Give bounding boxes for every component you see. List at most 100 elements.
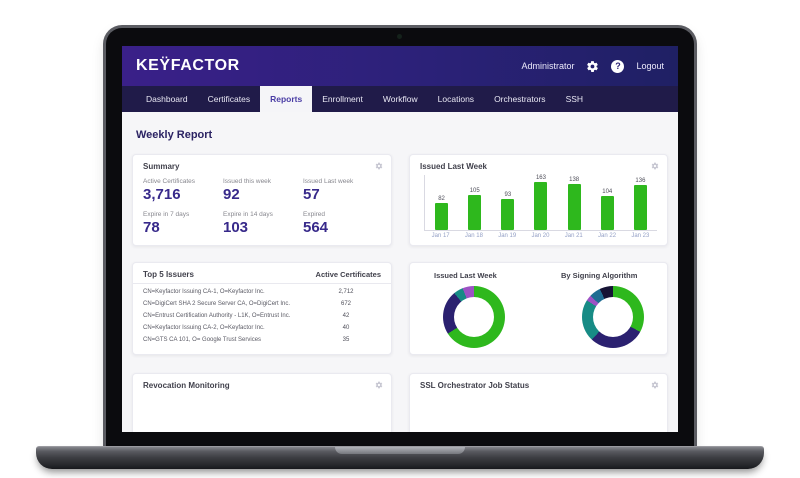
revocation-monitoring-card: Revocation Monitoring (132, 373, 392, 432)
bar-column: 136 (633, 175, 647, 230)
x-axis-tick-label: Jan 19 (498, 233, 517, 239)
tab-ssh[interactable]: SSH (565, 94, 584, 104)
summary-metric: Expire in 7 days 78 (143, 211, 223, 241)
issuer-active-certificates: 42 (342, 313, 350, 319)
issuer-name: CN=DigiCert SHA 2 Secure Server CA, O=Di… (143, 301, 291, 307)
laptop-bezel: KEŸFACTOR Administrator ? Logout Dashboa… (106, 28, 694, 446)
revocation-card-title: Revocation Monitoring (143, 381, 230, 390)
metric-value: 78 (143, 218, 160, 236)
bar-column: 82 (435, 175, 449, 230)
app-window: KEŸFACTOR Administrator ? Logout Dashboa… (122, 46, 678, 432)
bar[interactable] (633, 185, 647, 230)
user-menu[interactable]: Administrator (521, 61, 575, 71)
issuer-active-certificates: 35 (342, 337, 350, 343)
bar-value-label: 105 (469, 188, 480, 194)
card-settings-icon[interactable] (651, 162, 659, 170)
ssl-orchestrator-job-status-card: SSL Orchestrator Job Status (409, 373, 668, 432)
laptop-lid-notch (335, 447, 465, 454)
bar-value-label: 82 (438, 196, 445, 202)
issuer-active-certificates: 2,712 (338, 289, 354, 295)
page-title: Weekly Report (136, 129, 213, 141)
card-settings-icon[interactable] (651, 381, 659, 389)
bar[interactable] (534, 182, 548, 230)
bar-value-label: 138 (569, 177, 580, 183)
donut-charts-card: Issued Last Week By Signing Algorithm (409, 262, 668, 355)
bar-column: 138 (567, 175, 581, 230)
bar[interactable] (501, 199, 515, 230)
help-icon[interactable]: ? (611, 59, 625, 73)
summary-card: Summary Active Certificates 3,716 Issued t… (132, 154, 392, 246)
issuer-name: CN=Entrust Certification Authority - L1K… (143, 313, 291, 319)
tab-certificates[interactable]: Certificates (207, 94, 251, 104)
x-axis-tick-label: Jan 18 (464, 233, 483, 239)
issuer-active-certificates: 672 (340, 301, 351, 307)
summary-metric: Expired 564 (303, 211, 383, 241)
ssl-jobs-card-title: SSL Orchestrator Job Status (420, 381, 530, 390)
header-actions: Administrator ? Logout (521, 59, 664, 73)
bar-chart-plot: 82 105 93 163 138 104 136 (424, 175, 657, 231)
issuer-row[interactable]: CN=Entrust Certification Authority - L1K… (133, 310, 391, 322)
bar-chart-x-axis: Jan 17 Jan 18 Jan 19 Jan 20 Jan 21 Jan 22 Jan … (424, 233, 657, 239)
card-settings-icon[interactable] (375, 162, 383, 170)
logout-button[interactable]: Logout (636, 61, 664, 71)
bar[interactable] (435, 203, 449, 230)
issuer-name: CN=Keyfactor Issuing CA-1, O=Keyfactor I… (143, 289, 265, 295)
metric-label: Issued this week (223, 178, 272, 185)
bar[interactable] (468, 195, 482, 230)
summary-metric: Active Certificates 3,716 (143, 178, 223, 208)
tab-orchestrators[interactable]: Orchestrators (494, 94, 546, 104)
bar-value-label: 136 (635, 178, 646, 184)
metric-label: Expire in 14 days (223, 210, 273, 218)
by-signing-algorithm-donut-block: By Signing Algorithm (561, 271, 667, 348)
bar-chart-title: Issued Last Week (420, 162, 487, 171)
keyfactor-logo: KEŸFACTOR (136, 57, 240, 74)
donut-hole (454, 297, 494, 337)
metric-value: 57 (303, 186, 320, 203)
report-content: Weekly Report Summary Active Certificate… (122, 112, 678, 432)
metric-label: Issued Last week (303, 178, 354, 185)
bar-column: 163 (534, 175, 548, 230)
metric-label: Expire in 7 days (143, 210, 190, 218)
main-nav: Dashboard Certificates Reports Enrollment Wo… (122, 86, 678, 112)
summary-metric: Issued Last week 57 (303, 178, 383, 208)
issuer-name: CN=Keyfactor Issuing CA-2, O=Keyfactor I… (143, 325, 265, 331)
issuer-active-certificates: 40 (342, 325, 350, 331)
issued-last-week-bar-card: Issued Last Week 82 105 93 163 138 104 136 Jan… (409, 154, 668, 246)
app-header: KEŸFACTOR Administrator ? Logout (122, 46, 678, 86)
bar-column: 105 (468, 175, 482, 230)
issuer-row[interactable]: CN=GTS CA 101, O= Google Trust Services 3… (133, 334, 391, 346)
bar[interactable] (600, 196, 614, 230)
bar[interactable] (567, 184, 581, 230)
summary-metric: Expire in 14 days 103 (223, 211, 303, 241)
tab-reports[interactable]: Reports (260, 86, 313, 112)
by-signing-algorithm-donut-chart[interactable] (582, 286, 644, 348)
donut-1-title: Issued Last Week (434, 271, 497, 280)
settings-icon[interactable] (586, 60, 599, 73)
bar-value-label: 163 (535, 175, 546, 181)
issued-last-week-donut-chart[interactable] (443, 286, 505, 348)
issuer-row[interactable]: CN=Keyfactor Issuing CA-1, O=Keyfactor I… (133, 286, 391, 298)
x-axis-tick-label: Jan 20 (531, 233, 550, 239)
card-settings-icon[interactable] (375, 381, 383, 389)
metric-value: 92 (223, 186, 240, 203)
tab-locations[interactable]: Locations (437, 94, 475, 104)
tab-workflow[interactable]: Workflow (382, 94, 418, 104)
metric-label: Active Certificates (143, 178, 196, 185)
issuers-value-column-header: Active Certificates (315, 270, 381, 279)
x-axis-tick-label: Jan 17 (431, 233, 450, 239)
metric-value: 3,716 (143, 186, 181, 203)
bar-column: 93 (501, 175, 515, 230)
x-axis-tick-label: Jan 22 (598, 233, 617, 239)
tab-enrollment[interactable]: Enrollment (322, 94, 363, 104)
bar-value-label: 93 (504, 192, 512, 198)
bar-column: 104 (600, 175, 614, 230)
issuer-name: CN=GTS CA 101, O= Google Trust Services (143, 337, 262, 343)
issuer-row[interactable]: CN=Keyfactor Issuing CA-2, O=Keyfactor I… (133, 322, 391, 334)
tab-dashboard[interactable]: Dashboard (146, 94, 188, 104)
laptop-base (36, 446, 764, 469)
top-issuers-card: Top 5 Issuers Active Certificates CN=Key… (132, 262, 392, 355)
issued-last-week-donut-block: Issued Last Week (434, 271, 552, 348)
issuer-row[interactable]: CN=DigiCert SHA 2 Secure Server CA, O=Di… (133, 298, 391, 310)
x-axis-tick-label: Jan 23 (631, 233, 650, 239)
